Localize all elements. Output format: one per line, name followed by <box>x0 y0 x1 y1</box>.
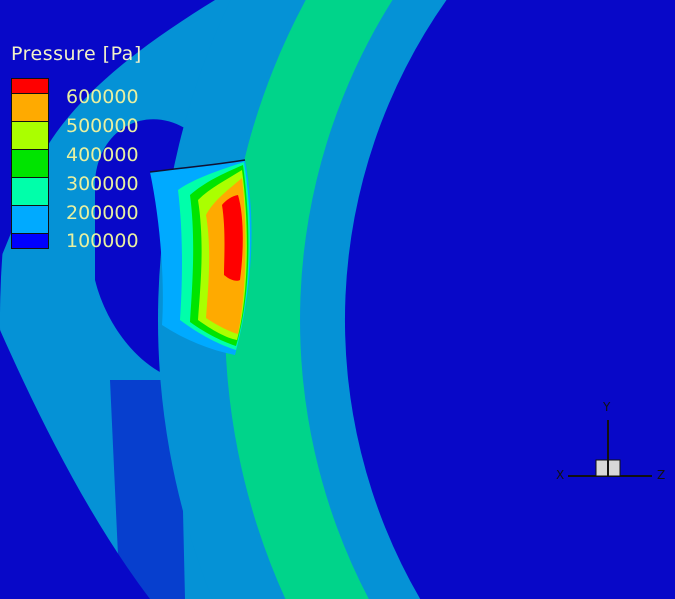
axis-y-label: Y <box>603 400 611 414</box>
legend-label: 500000 <box>66 115 139 137</box>
legend-label: 400000 <box>66 144 139 166</box>
axis-triad <box>568 420 652 477</box>
axis-z-label: Z <box>657 468 666 482</box>
dark-patch <box>0 0 215 260</box>
dark-patch <box>0 330 150 599</box>
legend-swatch-100000 <box>12 206 48 234</box>
legend-swatch-500000 <box>12 94 48 122</box>
inner-dark-region <box>344 0 675 599</box>
legend-label: 100000 <box>66 230 139 252</box>
legend-label: 300000 <box>66 173 139 195</box>
axis-x-label: X <box>556 468 565 482</box>
dark-patch <box>110 380 185 599</box>
legend-swatch-200000 <box>12 178 48 206</box>
color-legend <box>11 78 49 249</box>
legend-swatch-300000 <box>12 150 48 178</box>
legend-title: Pressure [Pa] <box>11 43 142 65</box>
tube-surface <box>149 159 252 355</box>
legend-label: 600000 <box>66 86 139 108</box>
legend-swatch-min <box>12 234 48 248</box>
legend-label: 200000 <box>66 202 139 224</box>
legend-swatch-600000 <box>12 79 48 94</box>
legend-swatch-400000 <box>12 122 48 150</box>
